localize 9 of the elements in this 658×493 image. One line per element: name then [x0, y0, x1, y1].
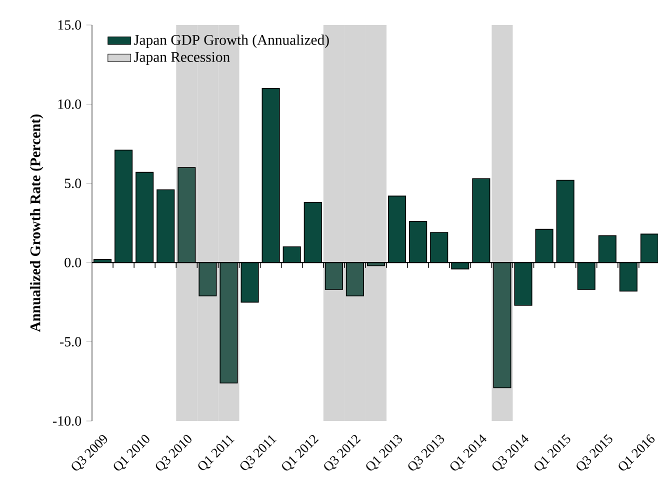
- legend-label: Japan Recession: [134, 52, 230, 65]
- legend-label: Japan GDP Growth (Annualized): [134, 34, 329, 48]
- y-tick-label: 15.0: [58, 20, 82, 30]
- y-axis-title: Annualized Growth Rate (Percent): [30, 114, 44, 332]
- y-tick-label: -5.0: [60, 337, 82, 347]
- y-tick-label: 10.0: [58, 99, 82, 109]
- y-tick-label: -10.0: [52, 416, 82, 426]
- y-tick-label: 5.0: [64, 178, 82, 188]
- y-tick-label: 0.0: [64, 258, 82, 268]
